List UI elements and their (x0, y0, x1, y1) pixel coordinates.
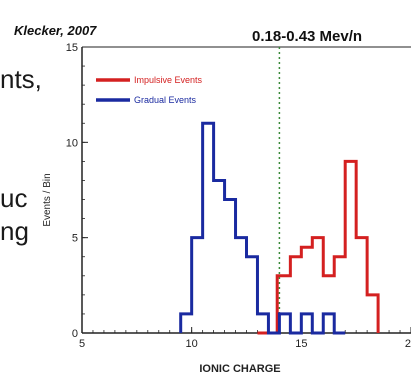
side-text-fragment-3: ng (0, 216, 29, 246)
y-tick-label: 10 (66, 137, 78, 149)
x-tick-label: 20 (405, 338, 411, 350)
x-tick-label: 10 (186, 338, 198, 350)
legend-label-impulsive: Impulsive Events (134, 75, 203, 85)
series-line-impulsive (257, 159, 380, 335)
x-tick-label: 5 (79, 338, 85, 350)
side-text-fragment-1: nts, (0, 64, 42, 94)
y-tick-label: 0 (72, 328, 78, 340)
chart-citation: Klecker, 2007 (14, 23, 97, 38)
side-text-fragment-2: uc (0, 183, 28, 213)
series-line-gradual (179, 121, 346, 335)
x-tick-label: 15 (295, 338, 307, 350)
legend-label-gradual: Gradual Events (134, 95, 197, 105)
slide-background: nts, uc ng (0, 0, 60, 374)
chart-title: 0.18-0.43 Mev/n (252, 28, 362, 45)
y-axis-label: Events / Bin (42, 173, 53, 226)
x-axis-label: IONIC CHARGE (199, 363, 280, 374)
y-tick-label: 15 (66, 42, 78, 54)
y-tick-label: 5 (72, 233, 78, 245)
